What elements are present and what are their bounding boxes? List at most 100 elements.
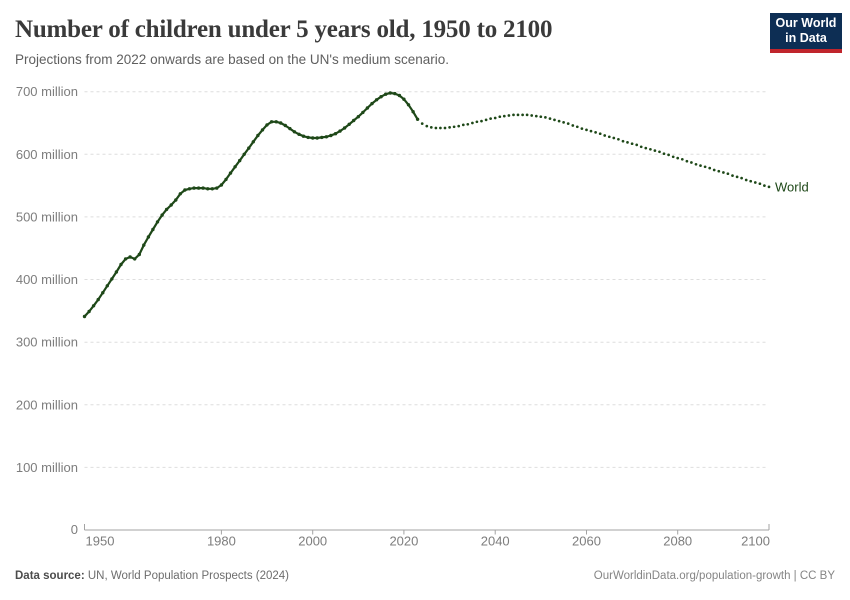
y-axis-label: 400 million	[16, 272, 78, 287]
data-point-marker	[324, 135, 329, 139]
projection-dot	[649, 147, 652, 151]
data-point-marker	[361, 110, 365, 115]
historical-line	[83, 91, 419, 318]
projection-dot	[712, 168, 716, 172]
y-axis-label: 500 million	[16, 209, 78, 224]
projection-dot	[580, 127, 584, 130]
x-axis-label: 1980	[207, 534, 236, 549]
projection-dot	[571, 124, 575, 127]
world-series-label: World	[775, 179, 809, 194]
data-point-marker	[374, 98, 379, 102]
data-point-marker	[260, 128, 265, 132]
projection-dot	[484, 118, 488, 122]
data-point-marker	[178, 192, 182, 196]
data-point-marker	[91, 304, 96, 308]
data-point-marker	[196, 186, 201, 190]
projection-dot	[539, 115, 543, 119]
data-point-marker	[406, 103, 411, 107]
projection-dot	[512, 113, 515, 117]
y-axis-label: 300 million	[16, 335, 78, 350]
y-axis-label: 600 million	[16, 147, 78, 162]
data-point-marker	[333, 132, 338, 136]
projection-dot	[461, 123, 465, 127]
data-point-marker	[242, 152, 246, 156]
x-axis-label: 1950	[86, 534, 115, 549]
data-point-marker	[352, 118, 356, 123]
projection-dot	[516, 113, 520, 117]
data-point-marker	[265, 123, 269, 127]
projection-dot	[630, 142, 634, 146]
data-point-marker	[114, 270, 119, 274]
data-point-marker	[315, 136, 319, 140]
projection-dot	[493, 116, 497, 120]
data-point-marker	[320, 135, 324, 140]
x-axis-label: 2100	[741, 534, 770, 549]
data-point-marker	[397, 93, 402, 98]
projection-dot	[644, 146, 648, 150]
data-point-marker	[219, 183, 224, 187]
projection-dot	[489, 117, 492, 120]
projection-dot	[530, 114, 534, 117]
projection-dot	[653, 149, 657, 152]
projection-dot	[562, 121, 565, 124]
data-point-marker	[187, 187, 192, 191]
projection-dot	[434, 126, 438, 130]
projection-dot	[452, 125, 456, 129]
projection-dot	[617, 137, 620, 141]
data-point-marker	[365, 106, 370, 110]
data-point-marker	[297, 132, 301, 136]
x-axis-label: 2040	[481, 534, 510, 549]
projection-dot	[471, 121, 474, 125]
data-point-marker	[388, 91, 392, 95]
projection-dot	[731, 174, 734, 177]
projection-dot	[749, 179, 753, 183]
data-point-marker	[137, 252, 141, 257]
projection-dot	[690, 161, 693, 164]
projection-dot	[621, 139, 625, 143]
projection-dot	[557, 119, 561, 123]
data-point-marker	[411, 110, 415, 114]
data-point-marker	[133, 257, 137, 261]
projection-dot	[507, 114, 511, 117]
data-point-marker	[256, 133, 260, 138]
data-point-marker	[210, 187, 214, 191]
data-point-marker	[101, 291, 105, 295]
data-point-marker	[233, 165, 237, 169]
projection-dot	[680, 157, 684, 161]
projection-dot	[722, 171, 725, 174]
data-point-marker	[279, 121, 283, 125]
data-point-marker	[128, 255, 132, 259]
data-point-marker	[164, 207, 169, 212]
data-point-marker	[238, 158, 242, 163]
data-point-marker	[183, 188, 187, 192]
data-point-marker	[283, 123, 287, 128]
projection-dot	[502, 114, 506, 118]
projection-dot	[694, 162, 698, 166]
projection-dot	[753, 181, 757, 184]
y-axis-label: 700 million	[16, 84, 78, 99]
projection-dot	[763, 184, 766, 187]
data-point-marker	[342, 126, 347, 130]
owid-logo: Our World in Data	[770, 13, 842, 53]
projection-dot	[425, 124, 429, 128]
projection-dot	[699, 164, 702, 167]
projection-dot	[457, 124, 461, 128]
y-axis-zero-label: 0	[71, 522, 78, 537]
data-source-label: Data source:	[15, 570, 85, 582]
chart-subtitle: Projections from 2022 onwards are based …	[15, 52, 450, 67]
projection-dot	[575, 125, 579, 129]
projection-dot	[548, 117, 552, 120]
projection-dot	[703, 165, 707, 169]
projection-dot	[544, 116, 547, 119]
data-point-marker	[370, 101, 374, 106]
data-point-marker	[192, 186, 196, 190]
data-point-marker	[338, 129, 342, 133]
data-point-marker	[329, 133, 333, 138]
projection-dot	[594, 131, 597, 134]
data-point-marker	[96, 297, 100, 302]
projection-dot	[740, 176, 743, 180]
projection-dot	[480, 119, 483, 123]
projection-dot	[726, 172, 730, 176]
projection-dot	[598, 132, 602, 136]
